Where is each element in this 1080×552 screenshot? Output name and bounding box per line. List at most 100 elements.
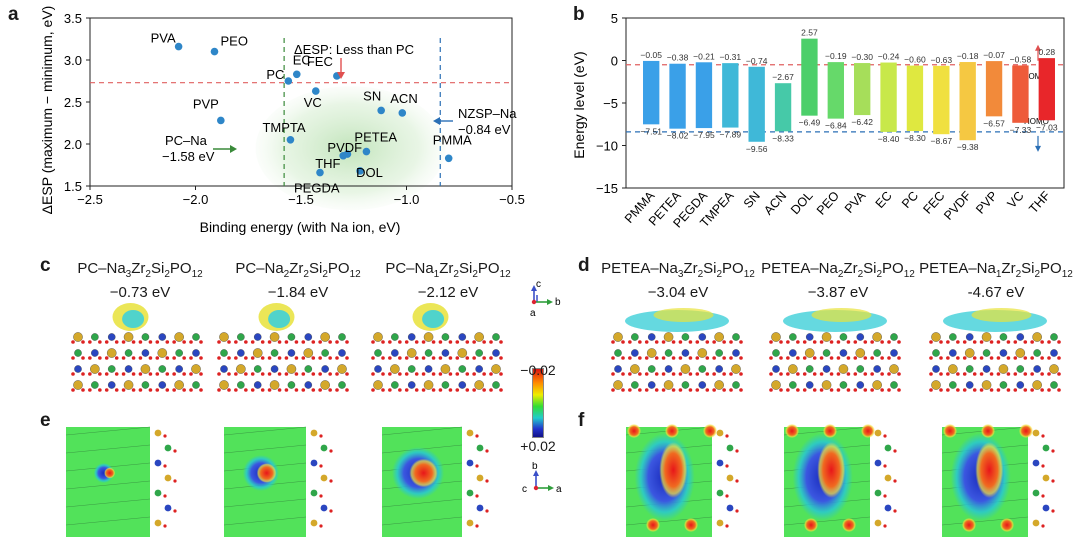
oxygen-atom <box>414 388 419 392</box>
side-atom <box>716 429 724 437</box>
atom <box>252 348 263 358</box>
charge-map-4 <box>625 424 739 537</box>
bar-lomo-label: −0.18 <box>957 51 979 61</box>
bar-homo-label: −7.51 <box>640 126 662 136</box>
atom <box>321 365 329 373</box>
oxygen-atom <box>448 356 453 360</box>
oxygen-atom <box>779 356 783 360</box>
point-label-acn: ACN <box>390 91 417 106</box>
atom <box>804 348 815 358</box>
panel-label-b: b <box>573 4 585 25</box>
bar-pc <box>906 65 924 132</box>
oxygen-atom <box>98 388 102 392</box>
oxygen-atom <box>499 388 503 392</box>
edge-hotspot <box>861 424 875 438</box>
oxygen-atom <box>688 388 693 392</box>
oxygen-atom <box>654 372 659 376</box>
oxygen-atom <box>739 388 743 392</box>
point-pc <box>284 77 293 85</box>
electron-accumulation-region <box>817 442 846 498</box>
atom <box>106 348 117 358</box>
atom <box>124 365 133 373</box>
oxygen-atom <box>819 340 824 344</box>
oxygen-atom <box>381 388 385 392</box>
oxygen-atom <box>114 372 119 376</box>
bar-fec <box>933 65 950 135</box>
axis-triad-e: b a c <box>522 462 562 495</box>
oxygen-atom <box>482 388 486 392</box>
oxygen-atom <box>71 372 75 376</box>
oxygen-atom <box>114 340 119 344</box>
oxygen-atom <box>705 356 710 360</box>
oxygen-atom <box>438 340 443 344</box>
bar-lomo-label: −0.38 <box>667 53 689 63</box>
oxygen-atom <box>189 388 193 392</box>
oxygen-atom <box>421 340 426 344</box>
oxygen-atom <box>870 340 874 344</box>
atom <box>407 365 416 373</box>
oxygen-atom <box>836 388 841 392</box>
bar-pmma <box>643 60 660 125</box>
bar-lomo-label: 0.28 <box>1039 47 1056 57</box>
atom <box>237 381 245 389</box>
oxygen-atom <box>996 388 1001 392</box>
oxygen-atom <box>155 372 160 376</box>
electron-accumulation-region <box>409 458 438 488</box>
atom <box>789 381 797 389</box>
atom <box>949 349 957 357</box>
oxygen-atom <box>880 356 884 360</box>
side-oxygen <box>329 479 333 483</box>
side-atom <box>1042 474 1050 482</box>
point-label-sn: SN <box>363 88 381 103</box>
bar-pva <box>854 63 871 116</box>
oxygen-atom <box>138 388 143 392</box>
charge-density-maps <box>65 424 1055 537</box>
atom <box>304 365 313 373</box>
electron-accumulation-region <box>256 463 277 483</box>
oxygen-atom <box>1057 372 1061 376</box>
oxygen-atom <box>972 388 977 392</box>
side-atom <box>716 459 724 467</box>
y-tick-label: 5 <box>611 11 618 26</box>
atom <box>821 380 832 390</box>
category-label-ec: EC <box>873 189 895 211</box>
atom <box>872 380 882 390</box>
lattice-line <box>381 516 463 526</box>
oxygen-atom <box>729 340 733 344</box>
category-label-pc: PC <box>899 189 921 211</box>
oxygen-atom <box>1040 388 1044 392</box>
oxygen-atom <box>448 372 453 376</box>
bar-homo-label: −6.84 <box>825 121 847 131</box>
oxygen-atom <box>939 340 943 344</box>
bar-ec <box>880 62 897 132</box>
oxygen-atom <box>277 372 282 376</box>
oxygen-atom <box>956 372 960 376</box>
atom <box>789 349 797 357</box>
oxygen-atom <box>846 388 851 392</box>
point-label-pvp: PVP <box>193 96 219 111</box>
lattice-line <box>223 498 307 508</box>
atom <box>253 333 262 341</box>
oxygen-atom <box>448 340 453 344</box>
atom <box>73 332 83 342</box>
point-label-fec: FEC <box>307 54 333 69</box>
oxygen-atom <box>131 372 136 376</box>
atom <box>932 349 940 357</box>
oxygen-atom <box>870 388 874 392</box>
point-label-thf: THF <box>315 156 340 171</box>
oxygen-atom <box>88 340 92 344</box>
oxygen-atom <box>880 372 884 376</box>
atom <box>338 349 346 357</box>
adsorbate-cloud-yellow <box>653 308 714 322</box>
atom <box>839 333 848 341</box>
edge-hotspot <box>665 424 679 438</box>
atom <box>237 333 245 341</box>
side-atom <box>310 489 318 497</box>
atom <box>123 380 134 390</box>
oxygen-atom <box>644 388 649 392</box>
oxygen-atom <box>465 340 470 344</box>
oxygen-atom <box>712 340 716 344</box>
atom <box>999 333 1008 341</box>
atom <box>391 349 399 357</box>
point-peo <box>210 47 219 56</box>
